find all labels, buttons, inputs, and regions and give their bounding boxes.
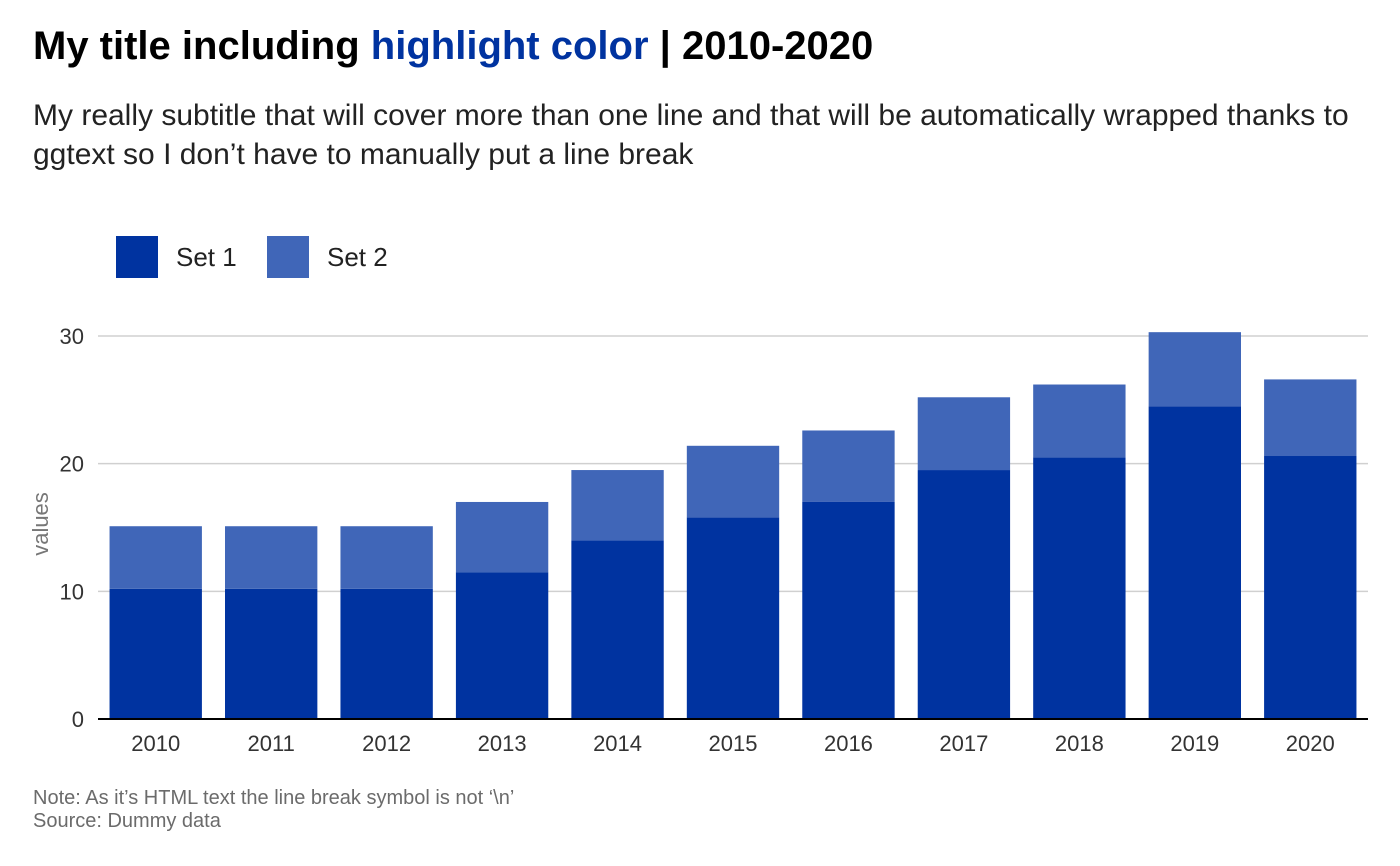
x-tick-label-2019: 2019 xyxy=(1170,731,1219,756)
x-tick-label-2020: 2020 xyxy=(1286,731,1335,756)
y-axis-title: values xyxy=(28,492,53,556)
bar-set1-2011 xyxy=(225,588,318,719)
bar-set1-2020 xyxy=(1264,456,1357,719)
legend-label-set2: Set 2 xyxy=(327,242,388,272)
legend-label-set1: Set 1 xyxy=(176,242,237,272)
legend-swatch-set1 xyxy=(116,236,158,278)
bar-set2-2018 xyxy=(1033,384,1126,458)
bar-set2-2016 xyxy=(802,430,895,502)
x-tick-label-2010: 2010 xyxy=(131,731,180,756)
x-tick-label-2013: 2013 xyxy=(478,731,527,756)
x-tick-label-2014: 2014 xyxy=(593,731,642,756)
bar-set2-2011 xyxy=(225,526,318,589)
bar-set1-2013 xyxy=(455,572,549,719)
y-tick-label-10: 10 xyxy=(60,579,84,604)
bar-set2-2015 xyxy=(686,445,780,518)
x-tick-label-2018: 2018 xyxy=(1055,731,1104,756)
y-tick-label-20: 20 xyxy=(60,452,84,477)
y-tick-label-0: 0 xyxy=(72,707,84,732)
bar-set1-2019 xyxy=(1148,406,1241,719)
bar-set1-2017 xyxy=(917,470,1011,719)
bar-set2-2020 xyxy=(1264,379,1357,457)
bar-set1-2018 xyxy=(1033,457,1126,719)
bar-set1-2012 xyxy=(340,588,433,719)
bar-set2-2010 xyxy=(109,526,202,589)
bar-set2-2019 xyxy=(1148,332,1241,407)
bar-set2-2012 xyxy=(340,526,433,589)
bar-set2-2013 xyxy=(455,501,549,573)
y-tick-label-30: 30 xyxy=(60,324,84,349)
x-tick-label-2012: 2012 xyxy=(362,731,411,756)
x-tick-label-2011: 2011 xyxy=(248,731,295,756)
x-tick-label-2015: 2015 xyxy=(709,731,758,756)
chart-caption: Note: As it’s HTML text the line break s… xyxy=(33,787,514,833)
legend-swatch-set2 xyxy=(267,236,309,278)
x-tick-label-2016: 2016 xyxy=(824,731,873,756)
caption-note: Note: As it’s HTML text the line break s… xyxy=(33,787,515,809)
title-highlight: highlight color xyxy=(370,24,649,68)
caption-source: Source: Dummy data xyxy=(33,810,221,832)
bar-set2-2014 xyxy=(571,470,664,541)
bar-set1-2015 xyxy=(686,517,780,719)
chart-title: My title including highlight color | 201… xyxy=(33,24,873,69)
bar-set1-2016 xyxy=(802,501,895,719)
x-tick-label-2017: 2017 xyxy=(939,731,988,756)
chart-subtitle: My really subtitle that will cover more … xyxy=(33,99,1349,171)
bar-set2-2017 xyxy=(917,397,1011,471)
title-prefix: My title including xyxy=(33,24,360,68)
bar-set1-2014 xyxy=(571,540,664,719)
bar-set1-2010 xyxy=(109,588,202,719)
title-suffix: | 2010-2020 xyxy=(659,24,874,68)
